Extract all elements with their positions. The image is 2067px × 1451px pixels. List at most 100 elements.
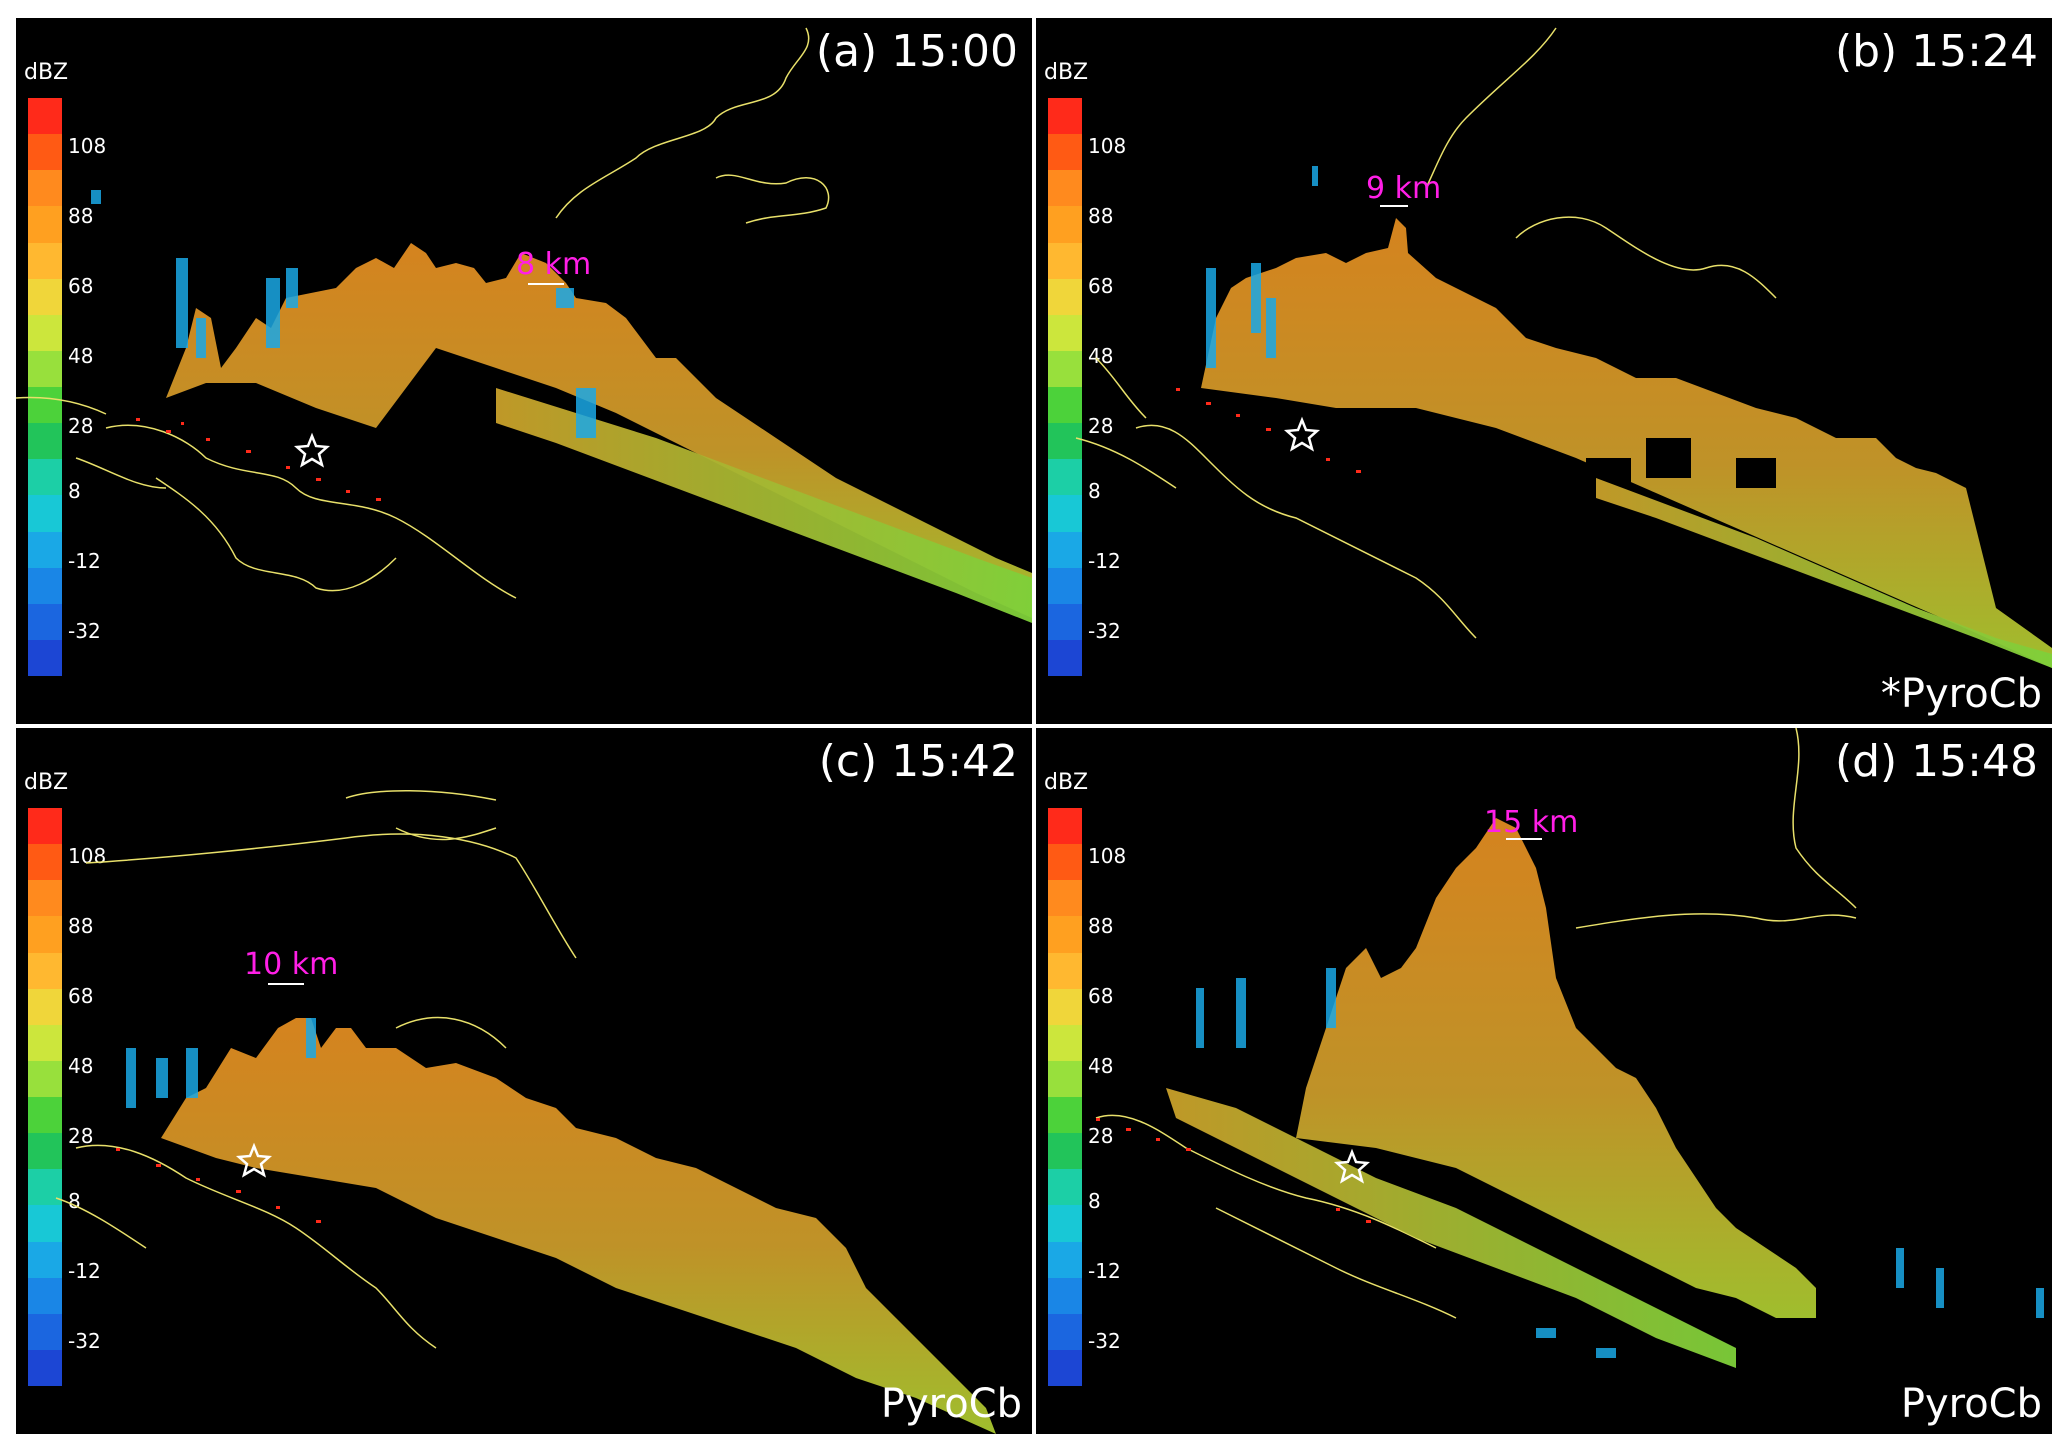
colorbar-tick-label: -32 bbox=[68, 619, 101, 643]
pyrocb-label: PyroCb bbox=[1900, 1381, 2042, 1427]
coastline bbox=[16, 27, 830, 599]
colorbar-segment bbox=[1048, 1349, 1082, 1386]
colorbar-tick-label: 28 bbox=[68, 414, 94, 438]
colorbar-tick-label: 88 bbox=[68, 914, 94, 938]
colorbar bbox=[28, 808, 62, 1386]
colorbar-segment bbox=[1048, 350, 1082, 387]
colorbar-tick-label: -32 bbox=[1088, 619, 1121, 643]
coastline bbox=[55, 789, 577, 1349]
pyrocb-label: PyroCb bbox=[880, 1381, 1022, 1427]
colorbar-segment bbox=[28, 808, 62, 845]
colorbar-tick-label: 8 bbox=[1088, 479, 1101, 503]
colorbar-tick-label: 28 bbox=[68, 1124, 94, 1148]
colorbar-segment bbox=[1048, 423, 1082, 460]
colorbar-segment bbox=[1048, 1024, 1082, 1061]
coastline bbox=[1075, 27, 1777, 639]
fire-pixels bbox=[136, 418, 381, 501]
colorbar-tick-label: 108 bbox=[1088, 134, 1127, 158]
colorbar-tick-label: 48 bbox=[68, 1054, 94, 1078]
colorbar-segment bbox=[28, 1277, 62, 1314]
colorbar-segment bbox=[1048, 808, 1082, 845]
colorbar-tick-label: 68 bbox=[68, 984, 94, 1008]
colorbar-tick-label: 108 bbox=[68, 844, 107, 868]
colorbar-segment bbox=[28, 1205, 62, 1242]
fire-pixels bbox=[116, 1148, 321, 1223]
colorbar-segment bbox=[1048, 170, 1082, 207]
echo-tail bbox=[1166, 1088, 1736, 1368]
colorbar-segment bbox=[28, 639, 62, 676]
colorbar-tick-label: -32 bbox=[1088, 1329, 1121, 1353]
colorbar-segment bbox=[28, 314, 62, 351]
colorbar-segment bbox=[28, 844, 62, 881]
panel-title: (d) 15:48 bbox=[1834, 736, 2038, 787]
height-label: 8 km bbox=[516, 247, 592, 282]
colorbar-segment bbox=[28, 242, 62, 279]
colorbar-segment bbox=[1048, 639, 1082, 676]
panel-title: (c) 15:42 bbox=[818, 736, 1018, 787]
radar-slice-a bbox=[16, 27, 1032, 623]
colorbar-tick-label: 88 bbox=[68, 204, 94, 228]
radar-slice-d bbox=[1095, 728, 2044, 1368]
colorbar-tick-label: -12 bbox=[68, 1259, 101, 1283]
colorbar-segment bbox=[28, 134, 62, 171]
colorbar-segment bbox=[1048, 1097, 1082, 1134]
colorbar-segment bbox=[28, 1060, 62, 1097]
echo-region bbox=[1296, 818, 1816, 1318]
colorbar-segment bbox=[28, 98, 62, 135]
colorbar-tick-label: 48 bbox=[68, 344, 94, 368]
colorbar-segment bbox=[1048, 1169, 1082, 1206]
colorbar-segment bbox=[28, 1133, 62, 1170]
colorbar-segment bbox=[1048, 531, 1082, 568]
echo-edges bbox=[91, 190, 596, 438]
colorbar-tick-label: -12 bbox=[1088, 549, 1121, 573]
radar-slice-b bbox=[1075, 27, 2052, 668]
colorbar-segment bbox=[28, 531, 62, 568]
star-icon bbox=[1333, 1148, 1371, 1184]
echo-region bbox=[166, 243, 1032, 618]
height-label: 9 km bbox=[1366, 171, 1442, 206]
colorbar-segment bbox=[28, 1349, 62, 1386]
colorbar-tick-label: 108 bbox=[68, 134, 107, 158]
colorbar-segment bbox=[28, 988, 62, 1025]
panel-title: (a) 15:00 bbox=[815, 26, 1018, 77]
colorbar bbox=[1048, 98, 1082, 676]
colorbar-segment bbox=[28, 387, 62, 424]
colorbar-tick-label: 48 bbox=[1088, 344, 1114, 368]
colorbar-segment bbox=[28, 1097, 62, 1134]
colorbar-segment bbox=[28, 350, 62, 387]
colorbar-segment bbox=[1048, 567, 1082, 604]
colorbar-segment bbox=[28, 1169, 62, 1206]
echo-edges bbox=[1196, 968, 2044, 1358]
colorbar-unit: dBZ bbox=[1044, 60, 1089, 85]
echo-tail bbox=[1596, 478, 2052, 668]
panel-a: (a) 15:00 dBZ 108 88 68 48 28 8 -12 -32 8 km bbox=[16, 18, 1032, 724]
colorbar-segment bbox=[1048, 952, 1082, 989]
colorbar-tick-label: 8 bbox=[68, 479, 81, 503]
colorbar-segment bbox=[1048, 1060, 1082, 1097]
panel-d: (d) 15:48 dBZ 108 88 68 48 28 8 -12 -32 15 km P… bbox=[1036, 728, 2052, 1434]
colorbar-tick-label: 68 bbox=[1088, 984, 1114, 1008]
colorbar-segment bbox=[28, 170, 62, 207]
colorbar-segment bbox=[1048, 603, 1082, 640]
pyrocb-label: *PyroCb bbox=[1880, 671, 2042, 717]
colorbar-tick-label: -12 bbox=[1088, 1259, 1121, 1283]
height-marker bbox=[1380, 205, 1408, 207]
colorbar-tick-label: 28 bbox=[1088, 414, 1114, 438]
colorbar-segment bbox=[1048, 844, 1082, 881]
colorbar bbox=[1048, 808, 1082, 1386]
colorbar-segment bbox=[1048, 387, 1082, 424]
panel-title: (b) 15:24 bbox=[1834, 26, 2038, 77]
colorbar-segment bbox=[1048, 242, 1082, 279]
colorbar-segment bbox=[28, 880, 62, 917]
colorbar-segment bbox=[28, 459, 62, 496]
colorbar-tick-label: 28 bbox=[1088, 1124, 1114, 1148]
colorbar-segment bbox=[1048, 1277, 1082, 1314]
colorbar-unit: dBZ bbox=[24, 60, 69, 85]
colorbar-tick-label: 8 bbox=[1088, 1189, 1101, 1213]
colorbar-segment bbox=[28, 1241, 62, 1278]
fire-pixels bbox=[1176, 388, 1361, 473]
colorbar-segment bbox=[28, 423, 62, 460]
colorbar-tick-label: 108 bbox=[1088, 844, 1127, 868]
colorbar-segment bbox=[1048, 880, 1082, 917]
colorbar-tick-label: 68 bbox=[1088, 274, 1114, 298]
